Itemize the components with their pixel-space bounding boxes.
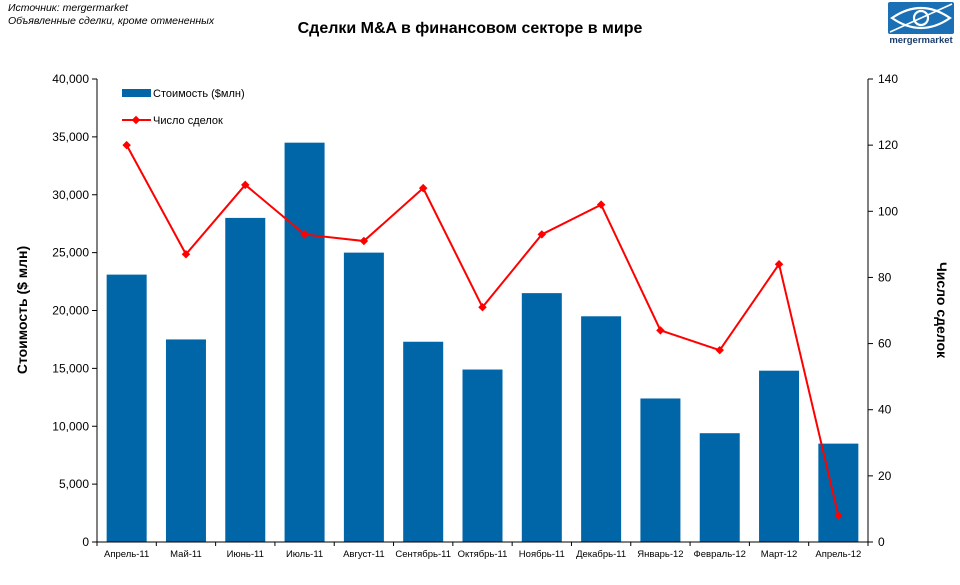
x-tick-label: Март-12: [761, 549, 797, 560]
y2-tick-label: 100: [878, 204, 898, 218]
y-axis-label: Стоимость ($ млн): [14, 246, 30, 374]
source-line-2: Объявленные сделки, кроме отмененных: [8, 15, 215, 27]
x-tick-label: Апрель-11: [104, 549, 149, 560]
x-tick-label: Апрель-12: [815, 549, 861, 560]
bar: [343, 252, 384, 542]
line-point: [596, 200, 606, 209]
bar: [581, 316, 622, 542]
legend-line-marker: [131, 115, 141, 125]
y2-tick-label: 0: [878, 535, 885, 549]
y2-axis-label: Число сделок: [934, 262, 950, 359]
y-tick-label: 10,000: [52, 419, 89, 433]
line-point: [300, 230, 309, 239]
legend-bar-label: Стоимость ($млн): [153, 88, 245, 100]
x-tick-label: Октябрь-11: [458, 549, 508, 560]
bar: [640, 398, 681, 542]
y-tick-label: 25,000: [52, 246, 89, 260]
line-series: [122, 140, 843, 520]
line-point: [241, 180, 250, 190]
x-tick-label: Февраль-12: [694, 549, 746, 560]
legend-bar-swatch: [122, 89, 151, 97]
bar: [284, 142, 325, 542]
y-tick-label: 40,000: [52, 72, 89, 86]
y2-tick-label: 40: [878, 403, 892, 417]
bar: [759, 370, 800, 542]
x-tick-label: Декабрь-11: [576, 549, 626, 560]
bar: [403, 341, 444, 542]
logo-text: mergermarket: [889, 35, 953, 46]
bar: [225, 217, 266, 542]
bar-series: [106, 142, 859, 542]
line-point: [478, 302, 487, 312]
bar: [106, 274, 147, 542]
line-point: [181, 250, 191, 259]
bar: [521, 293, 562, 542]
line-point: [715, 345, 724, 355]
line-point: [834, 511, 843, 520]
x-tick-label: Август-11: [343, 549, 385, 560]
x-tick-label: Июль-11: [286, 549, 323, 560]
line-point: [656, 326, 665, 335]
y2-tick-label: 20: [878, 469, 892, 483]
source-line-1: Источник: mergermarket: [8, 2, 128, 14]
mergermarket-logo: mergermarket: [886, 2, 956, 46]
chart-title: Сделки M&A в финансовом секторе в мире: [297, 20, 643, 37]
bar: [699, 433, 740, 542]
y2-tick-label: 140: [878, 72, 898, 86]
y-tick-label: 15,000: [52, 361, 89, 375]
y-tick-label: 35,000: [52, 130, 89, 144]
line-point: [359, 236, 369, 246]
x-tick-label: Июнь-11: [227, 549, 264, 560]
axes: 0 5,000 10,000 15,000 20,000 25,000 30,000 35,0…: [52, 72, 898, 560]
source-note: Источник: mergermarket Объявленные сделк…: [8, 2, 214, 28]
x-tick-label: Январь-12: [637, 549, 683, 560]
y2-tick-label: 60: [878, 337, 892, 351]
y-tick-label: 20,000: [52, 304, 89, 318]
y-tick-label: 5,000: [59, 477, 89, 491]
y2-tick-label: 120: [878, 138, 898, 152]
line-point: [774, 259, 784, 269]
bar: [462, 369, 503, 542]
line-point: [418, 183, 428, 193]
legend: Стоимость ($млн) Число сделок: [122, 88, 245, 127]
eye-logo-icon: [888, 2, 954, 34]
x-tick-label: Ноябрь-11: [519, 549, 565, 560]
y-tick-label: 30,000: [52, 188, 89, 202]
bar: [165, 339, 206, 542]
x-tick-label: Сентябрь-11: [395, 549, 451, 560]
y2-tick-label: 80: [878, 270, 892, 284]
y-tick-label: 0: [82, 535, 89, 549]
legend-line-label: Число сделок: [153, 115, 223, 127]
x-tick-label: Май-11: [170, 549, 202, 560]
line-point: [122, 140, 131, 150]
